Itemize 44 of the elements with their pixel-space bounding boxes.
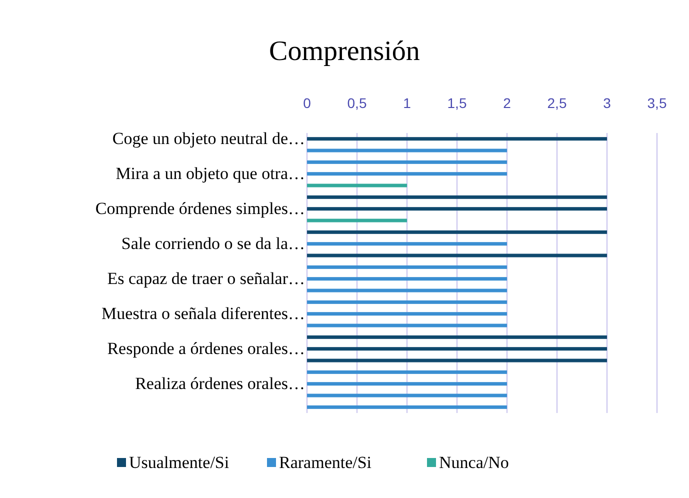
bar — [307, 195, 607, 199]
bar — [307, 335, 607, 339]
bar — [307, 148, 507, 152]
bar — [307, 370, 507, 374]
bar — [307, 160, 507, 164]
bar — [307, 277, 507, 281]
chart-title: Comprensión — [269, 36, 420, 67]
bar — [307, 312, 507, 316]
legend-label: Nunca/No — [439, 453, 509, 472]
bar — [307, 218, 407, 222]
bar — [307, 382, 507, 386]
x-tick-label: 3,5 — [647, 95, 667, 111]
bar — [307, 324, 507, 328]
bar — [307, 254, 607, 258]
bar — [307, 207, 607, 211]
y-tick-label: Mira a un objeto que otra… — [116, 164, 305, 183]
y-tick-label: Realiza órdenes orales… — [135, 374, 305, 393]
y-tick-label: Es capaz de traer o señalar… — [107, 268, 305, 288]
bar — [307, 172, 507, 176]
bar — [307, 405, 507, 409]
x-tick-label: 1 — [403, 95, 412, 111]
bar — [307, 347, 607, 351]
y-tick-label: Muestra o señala diferentes… — [102, 304, 305, 323]
y-tick-label: Sale corriendo o se da la… — [121, 234, 305, 253]
y-tick-label: Comprende órdenes simples… — [95, 198, 305, 218]
y-tick-label: Responde a órdenes orales… — [107, 338, 305, 358]
y-tick-label: Coge un objeto neutral de… — [112, 128, 305, 148]
legend-label: Usualmente/Si — [129, 453, 230, 472]
bar — [307, 242, 507, 246]
bar — [307, 300, 507, 304]
x-tick-label: 0,5 — [347, 95, 367, 111]
x-tick-label: 2 — [503, 95, 512, 111]
legend-label: Raramente/Si — [279, 453, 372, 472]
x-tick-label: 1,5 — [447, 95, 467, 111]
x-tick-label: 0 — [303, 95, 312, 111]
bar — [307, 137, 607, 141]
x-tick-label: 3 — [603, 95, 612, 111]
bar — [307, 358, 607, 362]
bar — [307, 265, 507, 269]
x-tick-label: 2,5 — [547, 95, 567, 111]
bar — [307, 184, 407, 188]
bar — [307, 394, 507, 398]
bar — [307, 288, 507, 292]
bar — [307, 230, 607, 234]
